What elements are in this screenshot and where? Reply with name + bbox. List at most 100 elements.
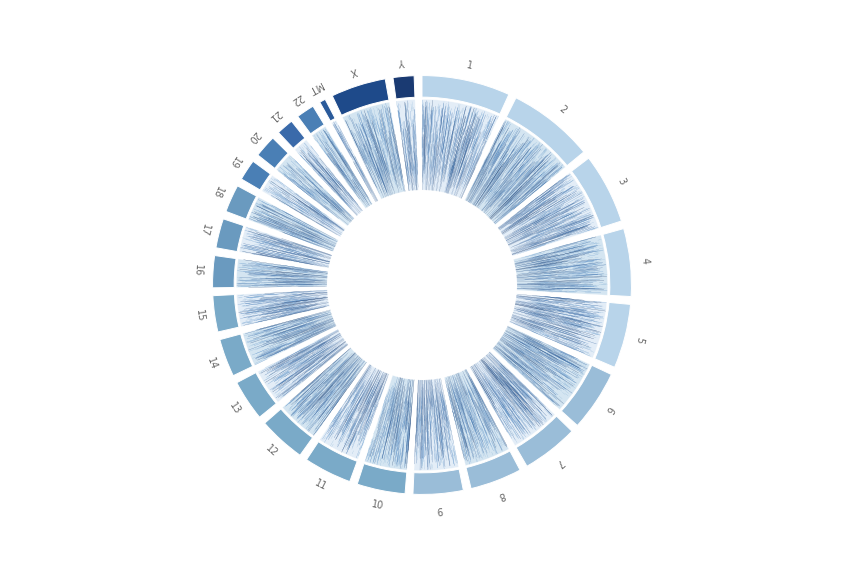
Wedge shape [442, 115, 449, 153]
Wedge shape [344, 168, 346, 172]
Wedge shape [346, 181, 351, 189]
Wedge shape [494, 181, 512, 202]
Wedge shape [556, 370, 576, 383]
Wedge shape [343, 102, 405, 199]
Wedge shape [282, 347, 285, 349]
Wedge shape [413, 124, 415, 163]
Wedge shape [486, 123, 490, 132]
Wedge shape [525, 388, 531, 393]
Wedge shape [492, 325, 590, 409]
Wedge shape [504, 373, 517, 387]
Wedge shape [543, 211, 546, 213]
Wedge shape [498, 202, 510, 213]
Wedge shape [371, 128, 376, 144]
Wedge shape [532, 233, 540, 236]
Wedge shape [521, 140, 529, 152]
Wedge shape [354, 365, 371, 394]
Wedge shape [355, 124, 357, 127]
Wedge shape [290, 294, 327, 298]
Wedge shape [547, 188, 565, 201]
Wedge shape [304, 396, 316, 409]
Wedge shape [313, 159, 316, 162]
Wedge shape [501, 136, 517, 159]
Wedge shape [408, 380, 414, 453]
Wedge shape [366, 375, 376, 393]
Wedge shape [336, 147, 348, 165]
Wedge shape [307, 394, 311, 396]
Wedge shape [388, 406, 390, 410]
Wedge shape [549, 327, 570, 333]
Wedge shape [484, 155, 506, 187]
Wedge shape [408, 406, 409, 413]
Wedge shape [387, 445, 390, 459]
Wedge shape [398, 402, 404, 446]
Wedge shape [392, 134, 395, 144]
Wedge shape [274, 346, 291, 355]
Wedge shape [553, 301, 568, 303]
Wedge shape [492, 165, 502, 180]
Wedge shape [274, 372, 289, 382]
Wedge shape [490, 121, 505, 150]
Wedge shape [448, 170, 455, 194]
Wedge shape [326, 142, 338, 160]
Wedge shape [244, 310, 247, 311]
Wedge shape [384, 395, 387, 401]
Wedge shape [552, 372, 567, 382]
Wedge shape [282, 201, 285, 203]
Wedge shape [548, 227, 553, 230]
Wedge shape [513, 225, 523, 231]
Wedge shape [334, 392, 337, 396]
Wedge shape [322, 193, 342, 211]
Wedge shape [253, 216, 310, 239]
Wedge shape [397, 99, 419, 191]
Text: 5: 5 [634, 336, 646, 344]
Wedge shape [468, 417, 472, 428]
Wedge shape [295, 300, 306, 302]
Wedge shape [504, 349, 528, 368]
Wedge shape [527, 339, 544, 347]
Wedge shape [367, 453, 369, 458]
Wedge shape [316, 341, 320, 343]
Wedge shape [549, 288, 603, 290]
Wedge shape [261, 292, 327, 298]
Wedge shape [289, 355, 308, 367]
Wedge shape [427, 442, 428, 467]
Wedge shape [342, 193, 344, 196]
Wedge shape [338, 430, 340, 434]
Wedge shape [327, 407, 333, 413]
Wedge shape [336, 366, 360, 397]
Wedge shape [355, 143, 358, 149]
Wedge shape [545, 263, 549, 264]
Wedge shape [294, 404, 303, 414]
Wedge shape [311, 363, 317, 368]
Wedge shape [511, 356, 527, 369]
Wedge shape [273, 376, 276, 378]
Wedge shape [565, 324, 569, 325]
Wedge shape [326, 366, 345, 386]
Wedge shape [507, 361, 513, 368]
Wedge shape [340, 424, 344, 430]
Wedge shape [506, 423, 509, 426]
Wedge shape [557, 378, 560, 381]
Wedge shape [364, 412, 371, 430]
Wedge shape [512, 187, 517, 191]
Wedge shape [530, 221, 537, 224]
Wedge shape [361, 377, 379, 414]
Wedge shape [511, 377, 513, 380]
Wedge shape [449, 437, 450, 440]
Wedge shape [301, 227, 313, 233]
Wedge shape [471, 173, 487, 201]
Wedge shape [320, 215, 332, 223]
Wedge shape [295, 393, 300, 398]
Wedge shape [494, 395, 495, 398]
Wedge shape [523, 404, 540, 424]
Wedge shape [347, 176, 355, 188]
Wedge shape [569, 355, 576, 358]
Wedge shape [542, 391, 557, 405]
Wedge shape [374, 129, 375, 132]
Wedge shape [491, 162, 546, 217]
Wedge shape [359, 422, 360, 426]
Wedge shape [316, 348, 351, 378]
Wedge shape [471, 108, 474, 118]
Wedge shape [472, 399, 485, 430]
